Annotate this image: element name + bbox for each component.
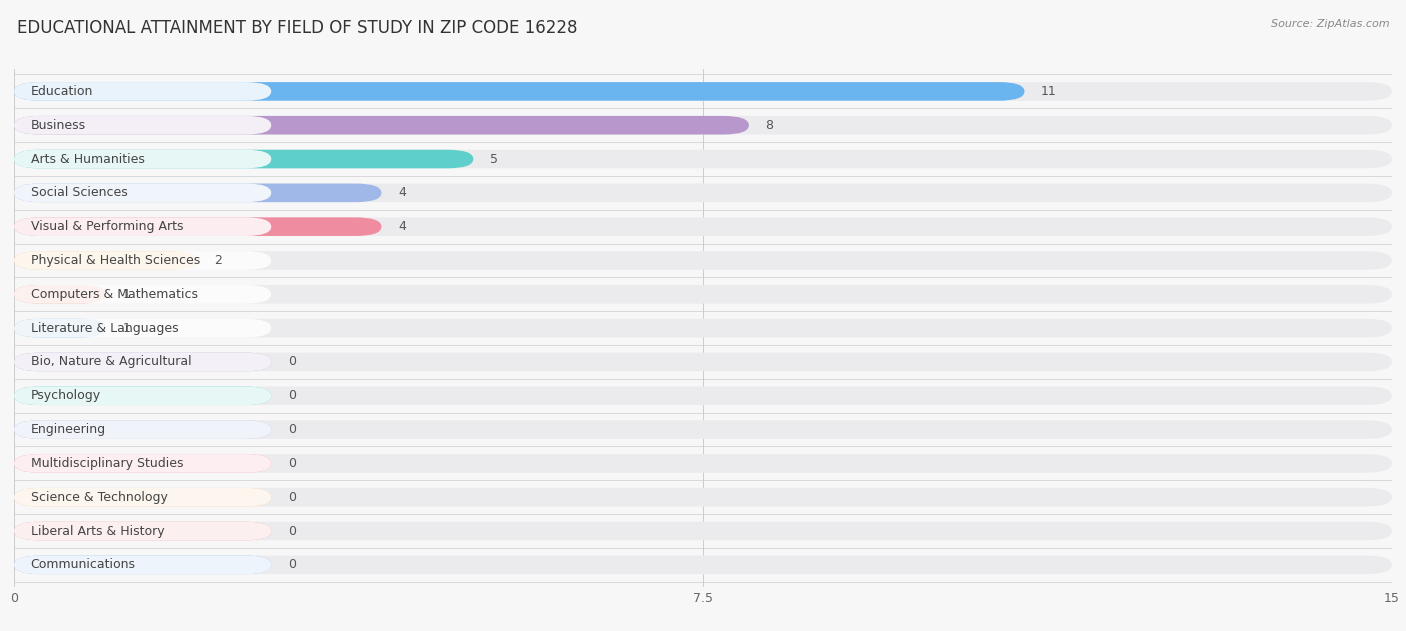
FancyBboxPatch shape: [14, 319, 1392, 338]
FancyBboxPatch shape: [14, 251, 198, 270]
FancyBboxPatch shape: [14, 184, 381, 202]
FancyBboxPatch shape: [14, 454, 1392, 473]
FancyBboxPatch shape: [14, 217, 271, 236]
FancyBboxPatch shape: [14, 555, 271, 574]
FancyBboxPatch shape: [14, 319, 271, 338]
FancyBboxPatch shape: [14, 285, 105, 304]
FancyBboxPatch shape: [14, 285, 271, 304]
Text: 4: 4: [398, 186, 406, 199]
FancyBboxPatch shape: [14, 488, 1392, 507]
FancyBboxPatch shape: [14, 353, 271, 371]
Text: Engineering: Engineering: [31, 423, 105, 436]
Text: Education: Education: [31, 85, 93, 98]
Text: Social Sciences: Social Sciences: [31, 186, 128, 199]
Text: 0: 0: [288, 457, 295, 470]
FancyBboxPatch shape: [14, 184, 271, 202]
FancyBboxPatch shape: [14, 488, 271, 507]
Text: 0: 0: [288, 355, 295, 369]
Text: 0: 0: [288, 389, 295, 402]
FancyBboxPatch shape: [14, 555, 271, 574]
Text: Arts & Humanities: Arts & Humanities: [31, 153, 145, 165]
Text: Business: Business: [31, 119, 86, 132]
FancyBboxPatch shape: [14, 420, 271, 439]
Text: Science & Technology: Science & Technology: [31, 491, 167, 504]
FancyBboxPatch shape: [14, 454, 271, 473]
FancyBboxPatch shape: [14, 150, 474, 168]
FancyBboxPatch shape: [14, 116, 271, 134]
FancyBboxPatch shape: [14, 116, 749, 134]
Text: 2: 2: [214, 254, 222, 267]
Text: Liberal Arts & History: Liberal Arts & History: [31, 524, 165, 538]
Text: 8: 8: [765, 119, 773, 132]
Text: Visual & Performing Arts: Visual & Performing Arts: [31, 220, 183, 233]
FancyBboxPatch shape: [14, 82, 1025, 101]
Text: Psychology: Psychology: [31, 389, 101, 402]
FancyBboxPatch shape: [14, 353, 271, 371]
Text: Bio, Nature & Agricultural: Bio, Nature & Agricultural: [31, 355, 191, 369]
Text: 1: 1: [122, 322, 131, 334]
Text: EDUCATIONAL ATTAINMENT BY FIELD OF STUDY IN ZIP CODE 16228: EDUCATIONAL ATTAINMENT BY FIELD OF STUDY…: [17, 19, 578, 37]
FancyBboxPatch shape: [14, 420, 271, 439]
FancyBboxPatch shape: [14, 150, 1392, 168]
FancyBboxPatch shape: [14, 217, 1392, 236]
Text: Multidisciplinary Studies: Multidisciplinary Studies: [31, 457, 183, 470]
FancyBboxPatch shape: [14, 82, 271, 101]
FancyBboxPatch shape: [14, 386, 271, 405]
FancyBboxPatch shape: [14, 319, 105, 338]
Text: Physical & Health Sciences: Physical & Health Sciences: [31, 254, 200, 267]
FancyBboxPatch shape: [14, 386, 1392, 405]
FancyBboxPatch shape: [14, 217, 381, 236]
Text: Computers & Mathematics: Computers & Mathematics: [31, 288, 198, 301]
Text: 4: 4: [398, 220, 406, 233]
FancyBboxPatch shape: [14, 522, 271, 540]
Text: 0: 0: [288, 423, 295, 436]
FancyBboxPatch shape: [14, 353, 1392, 371]
Text: 0: 0: [288, 524, 295, 538]
Text: Communications: Communications: [31, 558, 135, 571]
FancyBboxPatch shape: [14, 555, 1392, 574]
Text: 5: 5: [489, 153, 498, 165]
FancyBboxPatch shape: [14, 522, 271, 540]
FancyBboxPatch shape: [14, 488, 271, 507]
FancyBboxPatch shape: [14, 454, 271, 473]
FancyBboxPatch shape: [14, 386, 271, 405]
Text: 1: 1: [122, 288, 131, 301]
Text: 0: 0: [288, 491, 295, 504]
FancyBboxPatch shape: [14, 251, 1392, 270]
FancyBboxPatch shape: [14, 184, 1392, 202]
FancyBboxPatch shape: [14, 150, 271, 168]
FancyBboxPatch shape: [14, 251, 271, 270]
FancyBboxPatch shape: [14, 522, 1392, 540]
FancyBboxPatch shape: [14, 420, 1392, 439]
Text: Source: ZipAtlas.com: Source: ZipAtlas.com: [1271, 19, 1389, 29]
FancyBboxPatch shape: [14, 82, 1392, 101]
Text: Literature & Languages: Literature & Languages: [31, 322, 179, 334]
FancyBboxPatch shape: [14, 285, 1392, 304]
Text: 0: 0: [288, 558, 295, 571]
Text: 11: 11: [1040, 85, 1057, 98]
FancyBboxPatch shape: [14, 116, 1392, 134]
